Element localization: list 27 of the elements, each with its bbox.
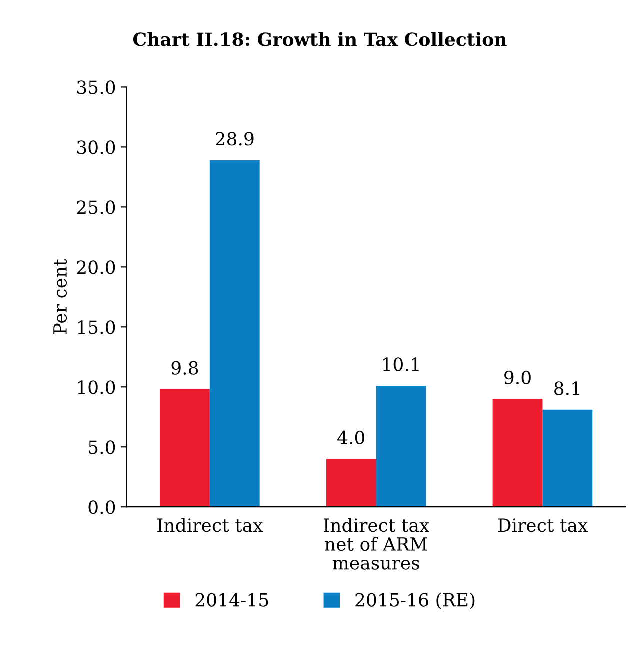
chart-title: Chart II.18: Growth in Tax Collection xyxy=(133,32,507,46)
bar xyxy=(210,160,260,508)
data-label: 10.1 xyxy=(383,358,419,372)
y-tick-label: 5.0 xyxy=(89,440,116,454)
data-label: 9.0 xyxy=(504,370,531,385)
x-tick-label: Direct tax xyxy=(498,518,588,532)
data-label: 9.8 xyxy=(172,361,198,375)
y-tick-label: 15.0 xyxy=(78,320,116,334)
y-axis-title: Per cent xyxy=(54,259,68,334)
y-tick-label: 20.0 xyxy=(77,260,116,274)
legend-label: 2015-16 (RE) xyxy=(356,592,475,610)
data-label: 4.0 xyxy=(338,430,365,445)
data-label: 8.1 xyxy=(554,382,580,396)
y-tick-label: 30.0 xyxy=(77,140,116,154)
bar xyxy=(376,386,426,508)
y-tick-label: 10.0 xyxy=(78,380,116,394)
data-label: 28.9 xyxy=(216,132,254,146)
bar xyxy=(160,390,210,508)
y-tick-label: 25.0 xyxy=(77,200,116,214)
y-tick-label: 35.0 xyxy=(77,80,116,94)
x-tick-label: Indirect tax xyxy=(158,518,264,532)
legend-label: 2014-15 xyxy=(196,593,268,607)
bar xyxy=(542,410,593,508)
bar xyxy=(326,459,376,508)
y-tick-label: 0.0 xyxy=(88,500,116,514)
bar xyxy=(492,399,543,508)
x-tick-label: Indirect tax net of ARM measures xyxy=(324,518,430,570)
